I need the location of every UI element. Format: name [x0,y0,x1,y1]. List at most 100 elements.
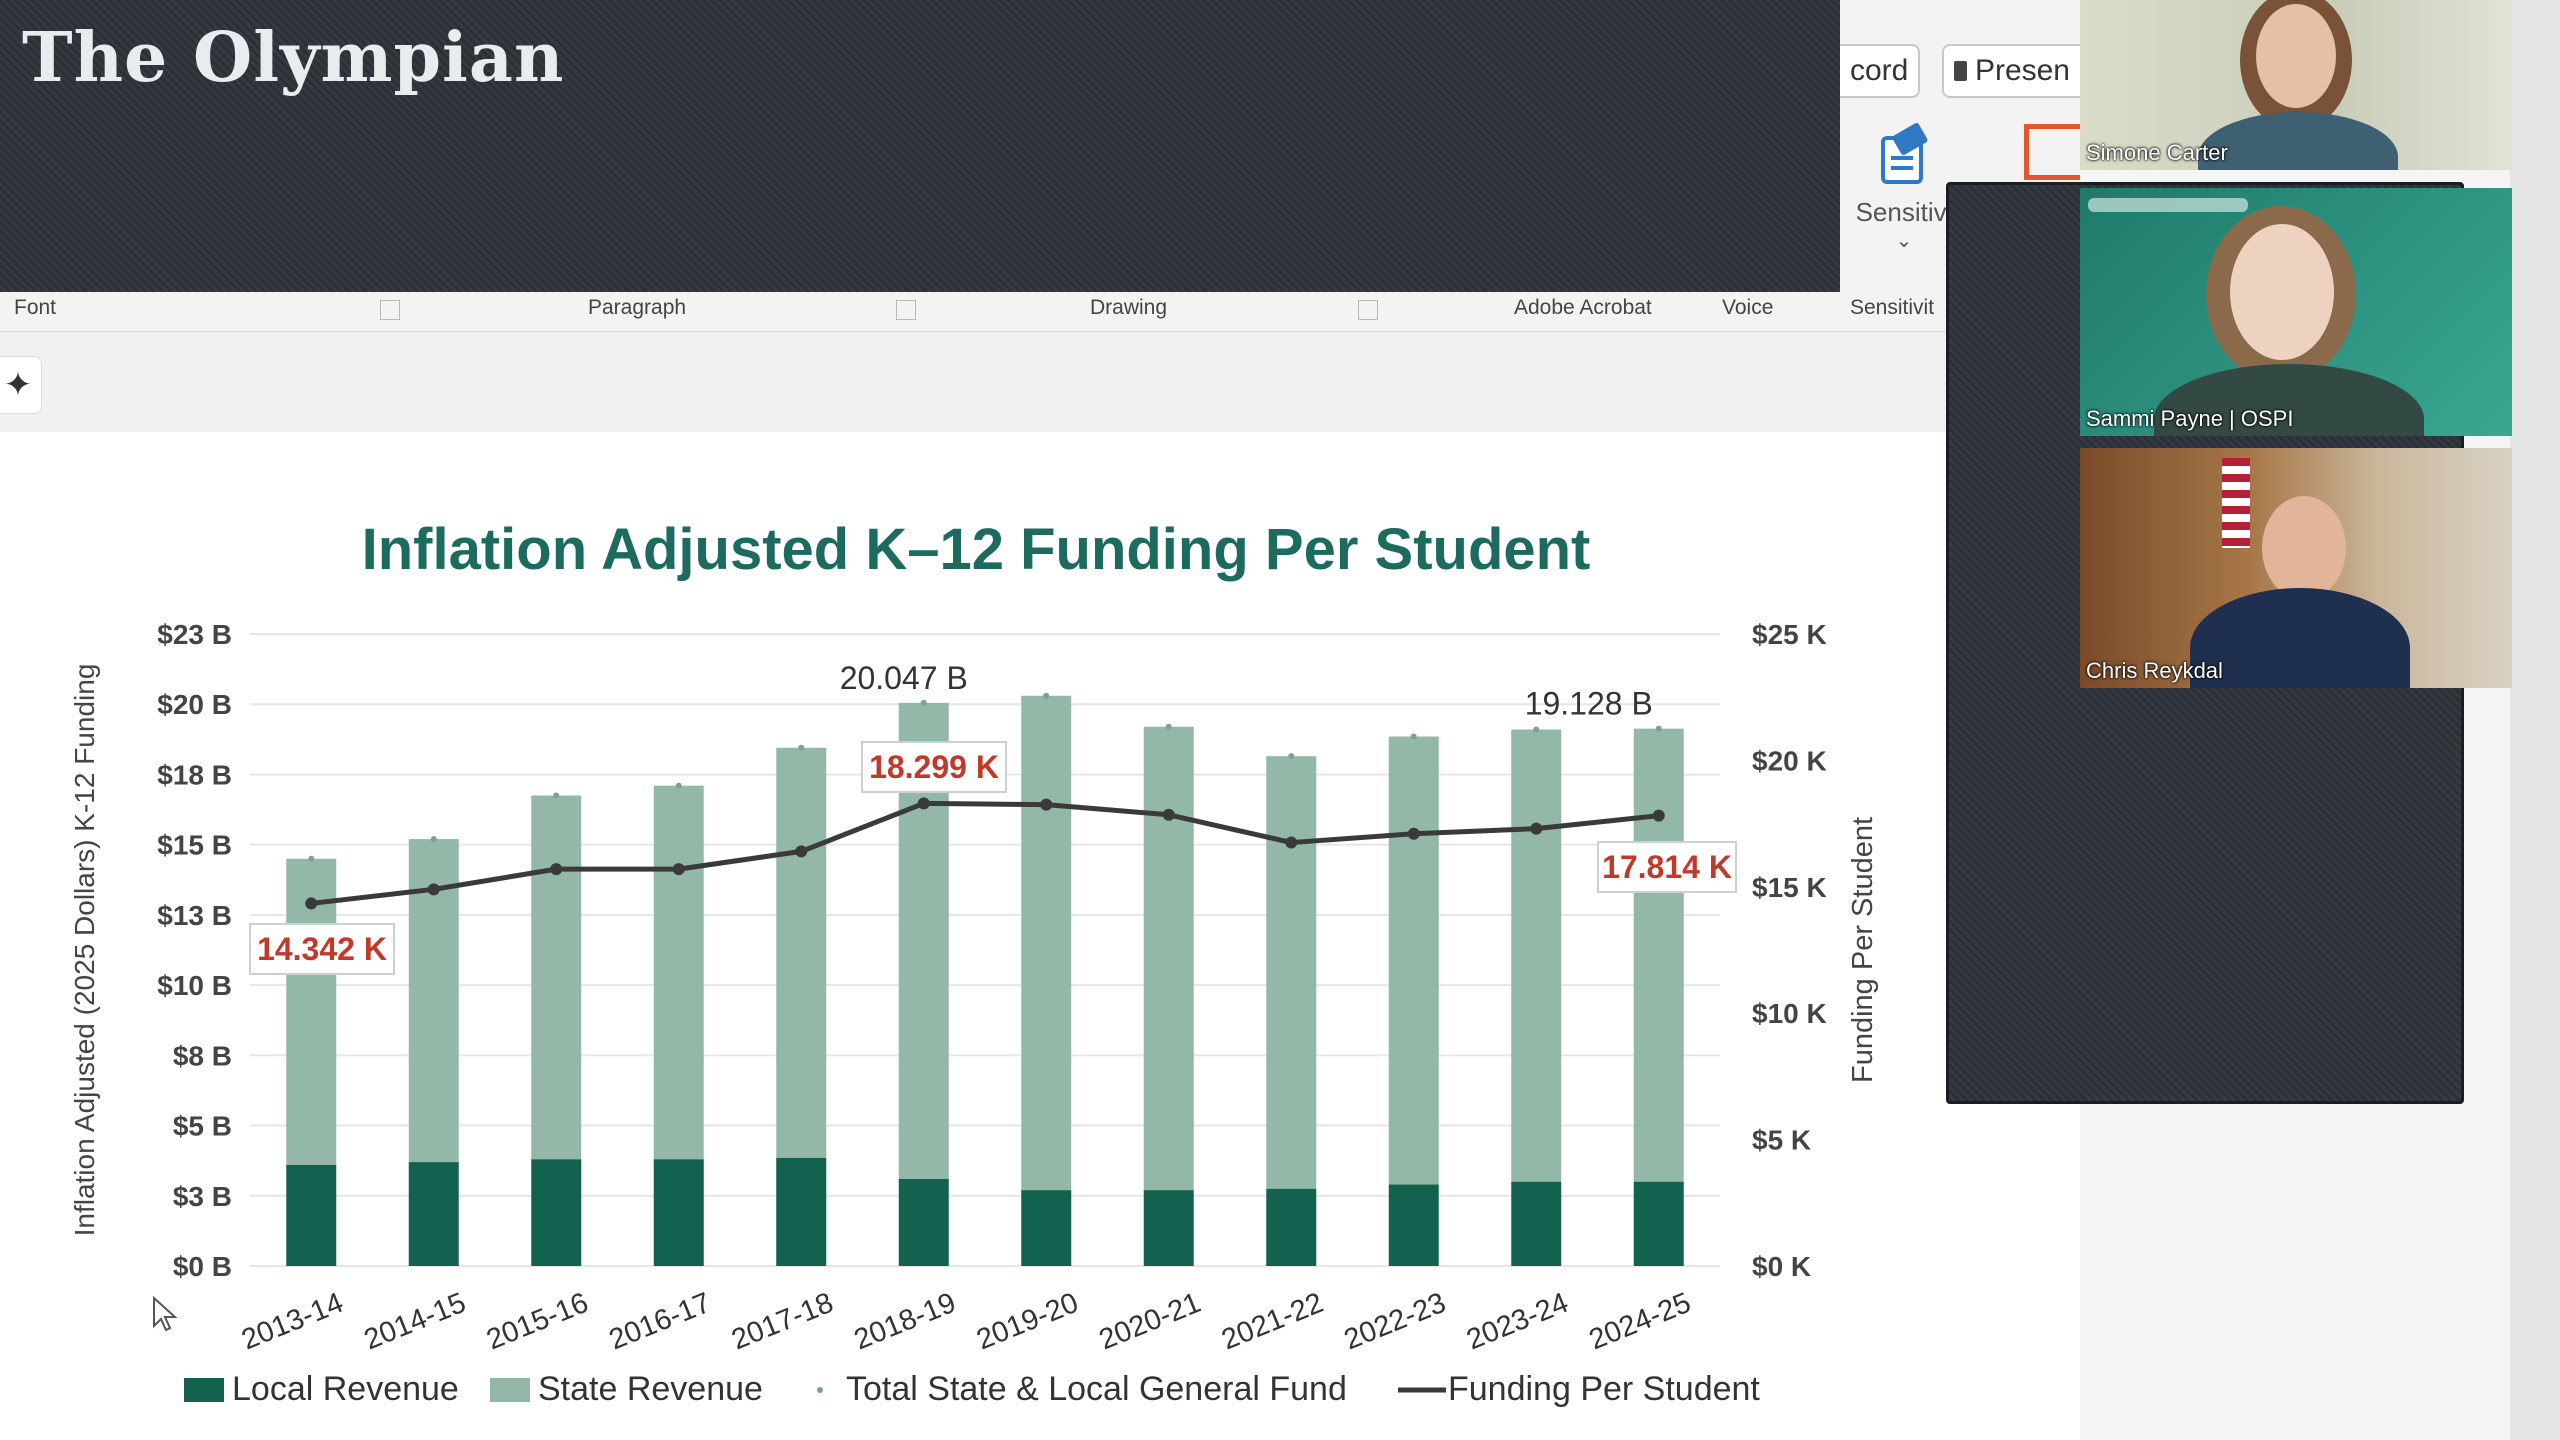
bar-state-revenue [1266,756,1317,1189]
total-marker [1043,692,1050,699]
document-toolbar-area [0,332,2080,432]
y2-tick-label: $10 K [1752,998,1827,1029]
funding-point [1040,798,1053,811]
bar-state-revenue [1388,736,1439,1185]
funding-point [672,863,685,876]
total-peak-label: 20.047 B [840,660,968,696]
bar-local-revenue [1633,1181,1684,1266]
present-button-label: Presen [1974,54,2070,87]
bar-local-revenue [1511,1181,1562,1266]
legend-swatch-state [490,1378,530,1402]
legend-swatch-total [817,1387,823,1393]
bar-local-revenue [1266,1188,1317,1266]
legend-total-general-fund: Total State & Local General Fund [846,1370,1347,1408]
bar-state-revenue [653,785,704,1160]
legend-funding-per-student: Funding Per Student [1448,1370,1760,1408]
y-tick-label: $10 B [157,970,232,1001]
total-marker [1410,733,1417,740]
legend-swatch-local [184,1378,224,1402]
bar-local-revenue [286,1164,337,1266]
funding-per-student-line [310,800,1660,906]
bar-local-revenue [408,1162,459,1266]
fps-last-label: 17.814 K [1602,849,1732,885]
bar-state-revenue [531,795,582,1160]
funding-point [1285,836,1298,849]
video-banner: The Olympian [0,0,1840,292]
fps-first-label: 14.342 K [257,931,387,967]
bar-local-revenue [531,1159,582,1266]
y2-tick-label: $5 K [1752,1125,1811,1156]
funding-point [1162,808,1175,821]
total-marker [675,782,682,789]
funding-point [427,883,440,896]
funding-point [917,797,930,810]
drawing-dialog-launcher-icon[interactable] [1358,300,1378,320]
record-button[interactable]: cord [1840,44,1920,98]
y-tick-label: $18 B [157,759,232,790]
present-button[interactable]: Presen [1942,44,2080,98]
total-marker [798,744,805,751]
participant-name: Simone Carter [2086,140,2228,165]
bar-state-revenue [1511,729,1562,1182]
group-voice: Voice [1722,296,1774,319]
x-tick-label: 2020-21 [1095,1287,1206,1357]
y-tick-label: $15 B [157,830,232,861]
funding-chart: $0 B $3 B $5 B $8 B $10 B $13 B $15 B $18 B $20 … [69,619,1879,1408]
paragraph-dialog-launcher-icon[interactable] [896,300,916,320]
group-paragraph: Paragraph [588,296,687,319]
y-tick-label: $8 B [173,1040,232,1071]
funding-point [1530,822,1543,835]
funding-point [1407,827,1420,840]
bar-state-revenue [1021,695,1072,1191]
x-tick-label: 2018-19 [850,1287,961,1357]
x-tick-label: 2022-23 [1340,1287,1451,1357]
x-tick-label: 2013-14 [237,1287,348,1357]
bar-state-revenue [1143,726,1194,1191]
y-tick-label: $3 B [173,1181,232,1212]
y-tick-label: $0 B [173,1251,232,1282]
total-marker [430,836,437,843]
chart-title: Inflation Adjusted K–12 Funding Per Stud… [361,517,1591,582]
sensitivity-icon [1881,123,1928,184]
designer-icon[interactable] [2024,124,2080,180]
funding-point [1652,809,1665,822]
group-sensitivity: Sensitivit [1850,296,1935,319]
participant-tile-chris[interactable]: Chris Reykdal [2080,448,2512,688]
record-button-label: cord [1850,54,1909,87]
copilot-sparkle-icon[interactable]: ✦ [0,356,42,414]
total-marker [1655,725,1662,732]
masthead-logo: The Olympian [22,18,565,98]
participant-name: Sammi Payne | OSPI [2086,406,2294,431]
bar-local-revenue [776,1157,827,1266]
font-dialog-launcher-icon[interactable] [380,300,400,320]
bar-local-revenue [1021,1190,1072,1266]
x-tick-label: 2023-24 [1462,1287,1573,1357]
total-marker [1165,723,1172,730]
legend-local-revenue: Local Revenue [232,1370,459,1408]
bar-local-revenue [653,1159,704,1266]
participant-tile-simone[interactable]: Simone Carter [2080,0,2512,170]
participant-name: Chris Reykdal [2086,658,2223,683]
x-tick-label: 2019-20 [972,1287,1083,1357]
fps-peak-label: 18.299 K [869,749,999,785]
total-marker [1533,726,1540,733]
bar-local-revenue [1143,1190,1194,1266]
sensitivity-button[interactable]: Sensitivi ⌄ [1844,118,1964,268]
ospi-logo [2088,198,2248,212]
x-tick-label: 2014-15 [360,1287,471,1357]
present-icon [1954,61,1967,81]
total-marker [308,855,315,862]
x-tick-label: 2024-25 [1585,1287,1696,1357]
screen-edge [2510,0,2560,1440]
participant-tile-sammi[interactable]: Sammi Payne | OSPI [2080,188,2512,436]
y-tick-label: $20 B [157,689,232,720]
x-tick-label: 2021-22 [1217,1287,1328,1357]
bar-local-revenue [1388,1184,1439,1266]
group-font: Font [14,296,57,319]
total-last-label: 19.128 B [1525,686,1653,722]
fps-first-label-box [249,923,395,975]
x-tick-label: 2017-18 [727,1287,838,1357]
fps-last-label-box [1597,841,1737,893]
bar-state-revenue [286,858,337,1165]
y-tick-label: $13 B [157,900,232,931]
